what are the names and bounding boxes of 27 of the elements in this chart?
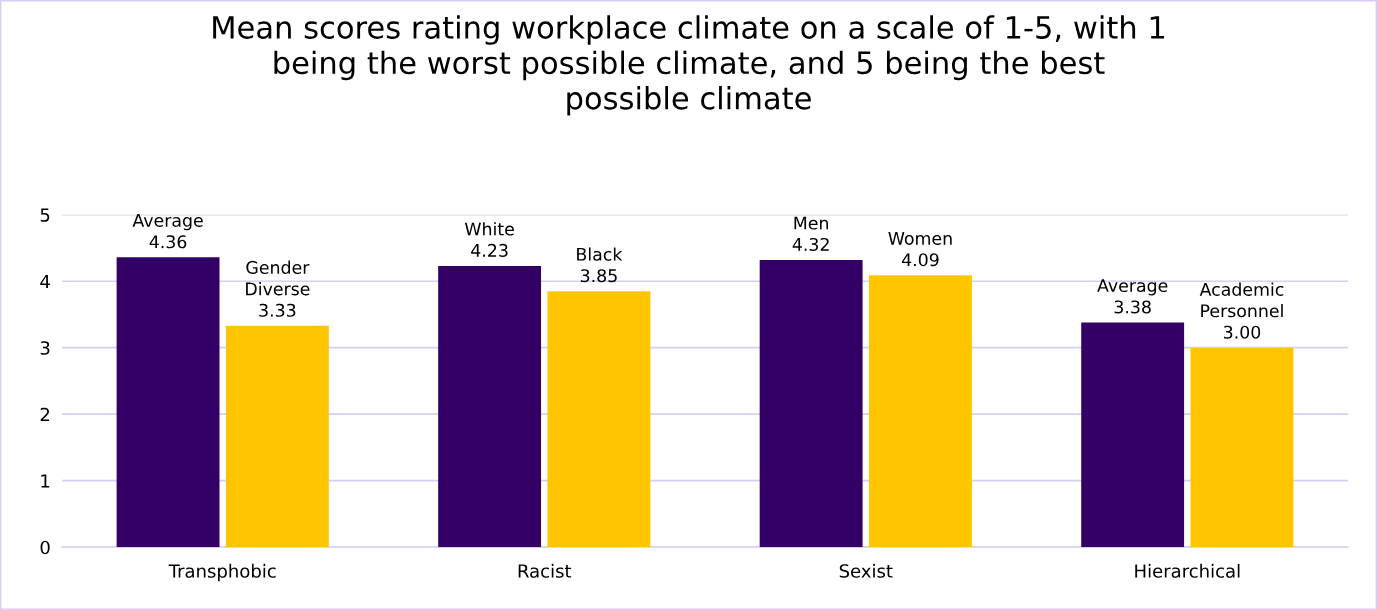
bar: [1190, 347, 1294, 548]
data-label: Women 4.09: [888, 231, 952, 267]
data-label: White 4.23: [464, 222, 514, 257]
data-label: Academic Personnel 3.00: [1199, 282, 1284, 339]
y-tick-label: 2: [40, 407, 50, 422]
data-label: Black 3.85: [577, 247, 623, 283]
bar: [869, 275, 972, 548]
bar: [438, 265, 542, 548]
x-tick-label: Transphobic: [168, 563, 276, 582]
data-label: Men 4.32: [792, 216, 829, 252]
bar: [225, 325, 329, 548]
y-tick-label: 3: [40, 341, 50, 355]
y-tick-label: 4: [40, 274, 50, 289]
data-label: Average 3.38: [1097, 279, 1168, 314]
x-tick-label: Racist: [518, 563, 572, 578]
x-tick-label: Hierarchical: [1135, 563, 1240, 578]
y-tick-label: 1: [41, 474, 50, 488]
y-tick-label: 5: [40, 208, 50, 222]
y-tick-label: 0: [40, 540, 50, 555]
x-tick-label: Sexist: [839, 563, 893, 578]
bar: [547, 291, 651, 548]
chart-title: Mean scores rating workplace climate on a scale of 1-5, with 1 being the worst possible climate, and 5 being the best possible climate: [213, 15, 1165, 116]
data-label: Average 4.36: [132, 214, 203, 249]
data-label: Gender Diverse 3.33: [246, 260, 310, 317]
bar: [1081, 322, 1185, 548]
bar: [116, 257, 220, 548]
bar: [759, 259, 863, 548]
